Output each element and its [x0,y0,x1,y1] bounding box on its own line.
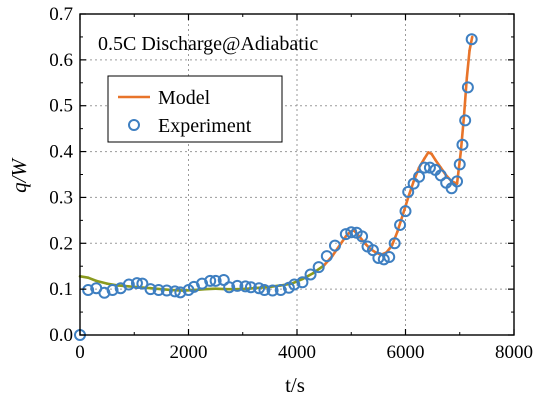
experiment-point [388,237,401,250]
experiment-point [258,284,271,297]
y-tick-label: 0.6 [49,50,73,71]
legend-model-label: Model [158,87,211,109]
y-tick-label: 0.4 [49,142,73,163]
model-series-layer [78,35,474,292]
model-line-segment [86,276,98,283]
experiment-point [168,285,181,298]
experiment-point [130,277,143,290]
x-tick-label: 4000 [278,342,316,363]
model-line-segment [339,235,348,246]
x-tick-label: 2000 [170,342,208,363]
y-tick-label: 0.0 [49,325,73,346]
experiment-point [459,114,472,127]
model-line-segment [462,76,469,117]
experiment-point [383,251,396,264]
experiment-point [244,281,257,294]
experiment-point [304,268,317,281]
experiment-point [402,185,415,198]
legend-experiment-swatch [128,119,140,131]
y-tick-label: 0.1 [49,279,73,300]
model-line-segment [94,279,109,285]
model-line-segment [459,113,466,153]
legend-box [107,75,283,143]
y-tick-label: 0.3 [49,187,73,208]
x-tick-label: 0 [75,342,85,363]
experiment-point [274,284,287,297]
x-tick-label: 8000 [495,342,533,363]
experiment-point [418,161,431,174]
experiment-point [239,280,252,293]
experiment-point [160,284,173,297]
model-line-segment [455,150,463,185]
experiment-point [253,282,266,295]
experiment-point [266,284,279,297]
experiment-point [377,253,390,266]
experiment-point [82,284,95,297]
y-axis-label: q/W [7,157,31,193]
model-line-segment [78,275,90,279]
experiment-point [328,239,341,252]
experiment-point [144,283,157,296]
legend-experiment-label: Experiment [158,115,252,137]
experiment-point [196,277,209,290]
experiment-point [413,170,426,183]
experiment-point [423,161,436,174]
model-line-segment [465,49,471,80]
experiment-point [204,274,217,287]
experiment-point [465,33,478,46]
experiment-point [98,286,111,299]
experiment-series-layer [74,33,478,341]
experiment-point [356,230,369,243]
experiment-point [223,281,236,294]
experiment-point [136,277,149,290]
experiment-point [399,205,412,218]
experiment-point [231,279,244,292]
experiment-point [456,138,469,151]
legend: Model Experiment [107,75,283,143]
experiment-point [288,278,301,291]
experiment-point [152,284,165,297]
experiment-point [122,278,135,291]
experiment-point [320,250,333,263]
experiment-point [312,261,325,274]
experiment-point [296,276,309,289]
model-line-segment [406,180,415,199]
experiment-point [366,244,379,257]
experiment-point [394,218,407,231]
y-tick-label: 0.5 [49,96,73,117]
experiment-point [453,158,466,171]
experiment-point [209,274,222,287]
axes-layer: 0 2000 4000 6000 8000 0.0 0.1 0.2 0.3 0.4 0.5 0.6 0.… [49,4,533,363]
y-tick-label: 0.2 [49,233,73,254]
y-tick-label: 0.7 [49,4,73,25]
x-tick-label: 6000 [387,342,425,363]
experiment-point [174,286,187,299]
x-axis-label: t/s [285,373,305,397]
experiment-point [345,226,358,239]
chart-annotation: 0.5C Discharge@Adiabatic [98,33,318,55]
experiment-point [461,81,474,94]
experiment-point [451,175,464,188]
experiment-point [106,284,119,297]
experiment-point [339,228,352,241]
